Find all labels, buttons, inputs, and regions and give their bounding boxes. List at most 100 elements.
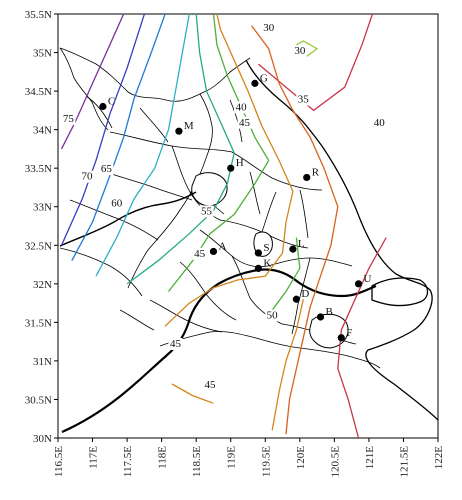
contour-label-bg bbox=[99, 163, 114, 176]
lat-tick-label: 30N bbox=[33, 433, 52, 445]
station-label-b: B bbox=[326, 306, 333, 318]
lon-tick-label: 120.5E bbox=[329, 446, 341, 478]
contour-label-bg bbox=[292, 45, 307, 58]
longitude-axis: 116.5E 117E 117.5E 118E 118.5E 119E 119.5E 120E… bbox=[53, 438, 445, 477]
station-marker-r bbox=[303, 173, 311, 182]
contour-label: 30 bbox=[294, 45, 306, 57]
contour-line-45 bbox=[171, 383, 214, 404]
station-label-u: U bbox=[364, 273, 372, 285]
contour-label-bg bbox=[372, 116, 387, 129]
contour-line-50 bbox=[268, 237, 301, 316]
contour-label-bg bbox=[261, 21, 276, 34]
station-marker-g bbox=[251, 79, 259, 87]
lon-tick-label: 117.5E bbox=[122, 446, 134, 477]
yangtze-river bbox=[61, 268, 377, 434]
station-label-l: L bbox=[298, 238, 305, 250]
contour-label-bg bbox=[296, 93, 311, 106]
lon-tick-label: 121.5E bbox=[398, 446, 410, 478]
lon-tick-label: 120E bbox=[295, 446, 307, 470]
contour-label: 75 bbox=[63, 113, 75, 125]
contour-label-bg bbox=[237, 116, 252, 129]
contour-line-60 bbox=[95, 14, 190, 277]
contour-line-65 bbox=[71, 14, 166, 262]
station-marker-s bbox=[254, 249, 262, 257]
station-marker-m bbox=[175, 127, 183, 135]
contour-label: 45 bbox=[205, 379, 217, 391]
lat-tick-label: 31.5N bbox=[25, 317, 52, 329]
lon-tick-label: 119E bbox=[226, 446, 238, 469]
huai-river bbox=[59, 191, 197, 247]
contour-label-bg bbox=[203, 378, 217, 391]
contour-line-40 bbox=[250, 25, 339, 435]
lon-tick-label: 117E bbox=[88, 446, 100, 469]
station-label-r: R bbox=[312, 166, 320, 178]
lat-tick-label: 34N bbox=[33, 125, 52, 137]
station-marker-a bbox=[209, 247, 218, 256]
contour-label-bg bbox=[168, 338, 183, 351]
station-marker-d bbox=[292, 295, 300, 303]
contour-label: 70 bbox=[82, 171, 94, 183]
station-label-d: D bbox=[301, 288, 309, 300]
lat-tick-label: 33N bbox=[33, 202, 52, 214]
contour-line-45 bbox=[164, 14, 294, 327]
station-marker-u bbox=[354, 280, 363, 288]
contour-label-layer: 75 70 65 60 55 45 50 45 45 45 40 35 30 30 40 bbox=[61, 21, 387, 391]
station-marker-h bbox=[227, 164, 235, 172]
station-marker-c bbox=[99, 102, 107, 111]
lon-tick-label: 118.5E bbox=[191, 446, 203, 477]
station-layer: C G M H R A S L K U D B F bbox=[99, 72, 372, 342]
lon-tick-label: 116.5E bbox=[53, 446, 65, 477]
lon-tick-label: 118E bbox=[157, 446, 169, 469]
contour-label: 45 bbox=[170, 338, 182, 350]
station-label-s: S bbox=[263, 242, 269, 254]
lat-tick-label: 31N bbox=[33, 356, 52, 368]
contour-line-75 bbox=[60, 14, 125, 150]
station-label-m: M bbox=[184, 120, 194, 132]
contour-label: 65 bbox=[101, 163, 113, 175]
contour-label-bg bbox=[234, 101, 249, 114]
contour-layer bbox=[60, 14, 387, 438]
lat-tick-label: 30.5N bbox=[25, 394, 52, 406]
station-label-c: C bbox=[108, 96, 115, 108]
contour-label: 45 bbox=[239, 117, 251, 129]
station-marker-b bbox=[316, 313, 325, 321]
contour-label-bg bbox=[109, 197, 124, 210]
station-label-a: A bbox=[218, 240, 226, 252]
contour-label-bg bbox=[80, 170, 95, 183]
station-label-g: G bbox=[260, 72, 268, 84]
contour-label-bg bbox=[199, 205, 214, 218]
station-label-h: H bbox=[236, 157, 244, 169]
contour-line-70 bbox=[60, 14, 146, 246]
station-marker-l bbox=[289, 245, 297, 253]
lat-tick-label: 35N bbox=[33, 48, 52, 60]
province-border-west bbox=[59, 47, 109, 131]
lat-tick-label: 33.5N bbox=[25, 163, 52, 175]
lat-tick-label: 32.5N bbox=[25, 240, 52, 252]
lat-tick-label: 32N bbox=[33, 279, 52, 291]
lat-tick-label: 34.5N bbox=[25, 86, 52, 98]
lon-tick-label: 119.5E bbox=[260, 446, 272, 477]
contour-label: 50 bbox=[267, 310, 279, 322]
taihu-lake bbox=[309, 313, 349, 349]
station-marker-k bbox=[254, 264, 262, 272]
contour-line-45 bbox=[271, 299, 304, 431]
contour-label-bg bbox=[192, 247, 207, 260]
contour-label: 40 bbox=[236, 101, 248, 113]
lat-tick-label: 35.5N bbox=[25, 9, 52, 21]
latitude-axis: 35.5N 35N 34.5N 34N 33.5N 33N 32.5N 32N 31.5N 31N… bbox=[25, 9, 58, 445]
coastline bbox=[245, 59, 438, 421]
contour-label-bg bbox=[265, 309, 280, 322]
contour-label: 45 bbox=[194, 248, 206, 260]
province-border-south bbox=[159, 331, 381, 369]
contour-label: 55 bbox=[201, 205, 213, 217]
yangtze-estuary bbox=[371, 277, 429, 307]
contour-label-bg bbox=[61, 112, 76, 125]
station-label-k: K bbox=[263, 257, 271, 269]
contour-label: 60 bbox=[111, 198, 123, 210]
contour-line-35 bbox=[257, 14, 374, 112]
contour-label: 30 bbox=[263, 22, 275, 34]
hongze-lake bbox=[191, 172, 228, 207]
contour-label: 35 bbox=[298, 94, 310, 106]
contour-line-35 bbox=[337, 237, 387, 438]
station-marker-f bbox=[337, 334, 345, 342]
